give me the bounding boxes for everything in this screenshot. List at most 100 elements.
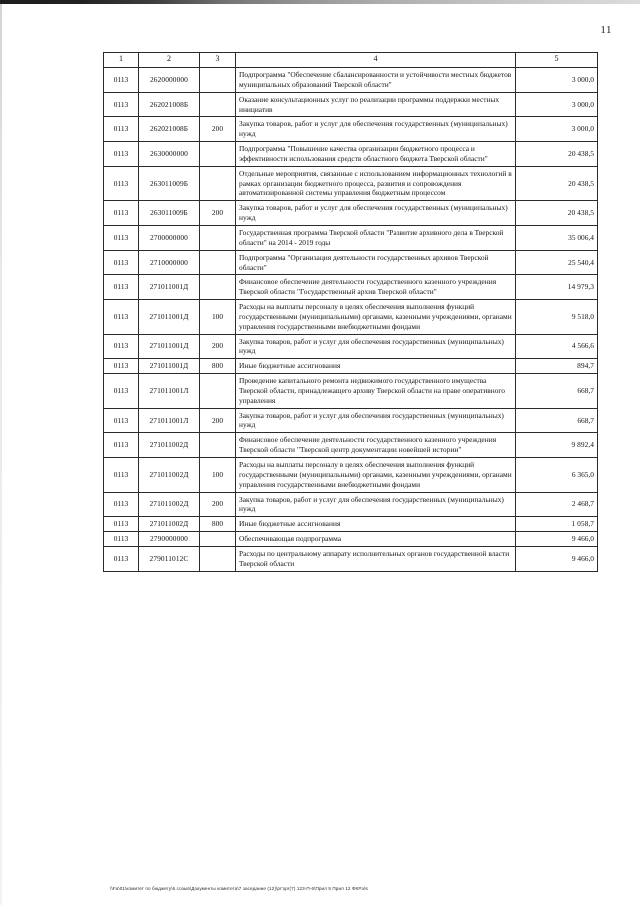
cell-code: 2710000000 bbox=[138, 249, 200, 276]
cell-code: 2700000000 bbox=[138, 224, 200, 251]
table-row: 0113 2710000000 Подпрограмма "Организация … bbox=[103, 249, 598, 276]
table-row: 0113 271011002Д 100 Расходы на выплаты перс… bbox=[103, 457, 598, 493]
cell-amount: 9 518,0 bbox=[515, 299, 598, 335]
cell-name: Иные бюджетные ассигнования bbox=[235, 516, 516, 533]
table-row: 0113 271011002Д 200 Закупка товаров, работ … bbox=[103, 491, 598, 518]
cell-code: 271011002Д bbox=[138, 432, 200, 458]
table-row: 0113 271011001Д Финансовое обеспечение дея… bbox=[103, 274, 598, 301]
cell-section: 0113 bbox=[103, 432, 139, 458]
cell-code: 271011002Д bbox=[138, 491, 200, 518]
cell-section: 0113 bbox=[103, 91, 139, 118]
table-row: 0113 2620000000 Подпрограмма "Обеспечение … bbox=[103, 67, 598, 93]
cell-amount: 9 892,4 bbox=[515, 432, 598, 458]
cell-name: Закупка товаров, работ и услуг для обесп… bbox=[235, 407, 516, 434]
cell-code: 2620000000 bbox=[138, 67, 200, 93]
cell-section: 0113 bbox=[103, 358, 139, 375]
cell-name: Финансовое обеспечение деятельности госу… bbox=[235, 274, 516, 301]
cell-group bbox=[199, 141, 236, 167]
cell-code: 271011001Л bbox=[138, 373, 200, 409]
cell-section: 0113 bbox=[103, 299, 139, 335]
cell-code: 271011002Д bbox=[138, 457, 200, 493]
cell-code: 271011002Д bbox=[138, 516, 200, 533]
cell-code: 271011001Д bbox=[138, 274, 200, 301]
cell-name: Подпрограмма "Повышение качества организ… bbox=[235, 141, 516, 167]
cell-amount: 3 000,0 bbox=[515, 91, 598, 118]
cell-section: 0113 bbox=[103, 545, 139, 572]
table-row: 0113 262021008Б Оказание консультационных … bbox=[103, 91, 598, 118]
table-row: 0113 271011002Д Финансовое обеспечение дея… bbox=[103, 432, 598, 458]
cell-amount: 894,7 bbox=[515, 358, 598, 375]
table-row: 0113 271011001Д 800 Иные бюджетные ассигнов… bbox=[103, 358, 598, 375]
table-row: 0113 263011009Б 200 Закупка товаров, работ … bbox=[103, 200, 598, 226]
cell-name: Закупка товаров, работ и услуг для обесп… bbox=[235, 333, 516, 360]
table-row: 0113 271011001Д 200 Закупка товаров, работ … bbox=[103, 333, 598, 360]
cell-group: 100 bbox=[199, 299, 236, 335]
cell-amount: 35 006,4 bbox=[515, 224, 598, 251]
cell-code: 2790000000 bbox=[138, 531, 200, 547]
scan-edge-left bbox=[0, 4, 2, 905]
cell-code: 262021008Б bbox=[138, 116, 200, 143]
cell-amount: 20 438,5 bbox=[515, 165, 598, 202]
cell-name: Проведение капитального ремонта недвижим… bbox=[235, 373, 516, 409]
table-row: 0113 271011002Д 800 Иные бюджетные ассигнов… bbox=[103, 516, 598, 533]
cell-code: 279011012С bbox=[138, 545, 200, 572]
cell-code: 271011001Л bbox=[138, 407, 200, 434]
cell-name: Оказание консультационных услуг по реали… bbox=[235, 91, 516, 118]
column-header-5: 5 bbox=[515, 52, 598, 68]
column-header-1: 1 bbox=[103, 52, 139, 68]
cell-group: 100 bbox=[199, 457, 236, 493]
cell-group bbox=[199, 91, 236, 118]
cell-group bbox=[199, 432, 236, 458]
cell-amount: 2 468,7 bbox=[515, 491, 598, 518]
table-row: 0113 262021008Б 200 Закупка товаров, работ … bbox=[103, 116, 598, 143]
cell-group: 200 bbox=[199, 333, 236, 360]
cell-name: Иные бюджетные ассигнования bbox=[235, 358, 516, 375]
cell-amount: 9 466,0 bbox=[515, 531, 598, 547]
cell-section: 0113 bbox=[103, 141, 139, 167]
cell-code: 263011009Б bbox=[138, 165, 200, 202]
cell-section: 0113 bbox=[103, 249, 139, 276]
cell-group: 800 bbox=[199, 358, 236, 375]
cell-amount: 20 438,5 bbox=[515, 141, 598, 167]
cell-group: 200 bbox=[199, 491, 236, 518]
cell-group: 200 bbox=[199, 200, 236, 226]
cell-amount: 1 058,7 bbox=[515, 516, 598, 533]
column-header-2: 2 bbox=[138, 52, 200, 68]
cell-group: 200 bbox=[199, 407, 236, 434]
table-header-row: 1 2 3 4 5 bbox=[103, 52, 598, 68]
budget-table: 1 2 3 4 5 0113 2620000000 Подпрограмма "Об… bbox=[103, 52, 598, 572]
cell-name: Государственная программа Тверской облас… bbox=[235, 224, 516, 251]
table-row: 0113 2630000000 Подпрограмма "Повышение ка… bbox=[103, 141, 598, 167]
cell-name: Расходы на выплаты персоналу в целях обе… bbox=[235, 457, 516, 493]
cell-group bbox=[199, 545, 236, 572]
cell-name: Подпрограмма "Организация деятельности г… bbox=[235, 249, 516, 276]
cell-amount: 668,7 bbox=[515, 373, 598, 409]
cell-group bbox=[199, 249, 236, 276]
cell-section: 0113 bbox=[103, 457, 139, 493]
cell-name: Расходы на выплаты персоналу в целях обе… bbox=[235, 299, 516, 335]
table-row: 0113 2700000000 Государственная программа … bbox=[103, 224, 598, 251]
cell-amount: 20 438,5 bbox=[515, 200, 598, 226]
cell-section: 0113 bbox=[103, 200, 139, 226]
cell-name: Отдельные мероприятия, связанные с испол… bbox=[235, 165, 516, 202]
cell-section: 0113 bbox=[103, 224, 139, 251]
cell-group bbox=[199, 224, 236, 251]
cell-amount: 9 466,0 bbox=[515, 545, 598, 572]
table-row: 0113 2790000000 Обеспечивающая подпрограмм… bbox=[103, 531, 598, 547]
cell-name: Закупка товаров, работ и услуг для обесп… bbox=[235, 491, 516, 518]
cell-section: 0113 bbox=[103, 67, 139, 93]
footer-file-path: \\Fa\01\комитет по бюджету\6 созыв\Докум… bbox=[110, 886, 368, 891]
column-header-3: 3 bbox=[199, 52, 236, 68]
cell-code: 271011001Д bbox=[138, 299, 200, 335]
cell-amount: 25 540,4 bbox=[515, 249, 598, 276]
cell-group bbox=[199, 274, 236, 301]
budget-table-container: 1 2 3 4 5 0113 2620000000 Подпрограмма "Об… bbox=[103, 52, 598, 572]
cell-section: 0113 bbox=[103, 407, 139, 434]
table-row: 0113 271011001Л 200 Закупка товаров, работ … bbox=[103, 407, 598, 434]
cell-amount: 6 365,0 bbox=[515, 457, 598, 493]
page-number: 11 bbox=[600, 24, 612, 36]
table-row: 0113 271011001Д 100 Расходы на выплаты перс… bbox=[103, 299, 598, 335]
cell-name: Закупка товаров, работ и услуг для обесп… bbox=[235, 116, 516, 143]
cell-group bbox=[199, 165, 236, 202]
table-row: 0113 279011012С Расходы по центральному ап… bbox=[103, 545, 598, 572]
